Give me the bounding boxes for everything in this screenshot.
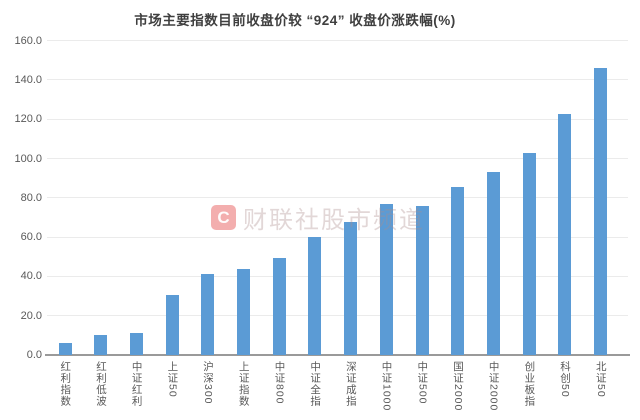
- chart-title: 市场主要指数目前收盘价较 “924” 收盘价涨跌幅(%): [134, 13, 456, 28]
- x-axis-category-label: 国证2000: [451, 361, 464, 412]
- bar: [165, 295, 179, 355]
- gridline: [47, 79, 628, 81]
- gridline: [47, 118, 628, 120]
- bar: [201, 274, 215, 355]
- watermark: C 财联社股市频道: [211, 200, 425, 235]
- bar: [522, 153, 536, 355]
- bar: [344, 222, 358, 355]
- x-axis-category-label: 中证1000: [380, 361, 393, 412]
- y-axis-tick-label: 40.0: [20, 270, 42, 283]
- y-axis-tick-label: 140.0: [14, 73, 42, 86]
- bar: [379, 204, 393, 355]
- x-axis-category-label: 中证全指: [309, 361, 322, 407]
- bar: [237, 269, 250, 355]
- bar: [129, 333, 143, 355]
- y-axis-tick-label: 160.0: [14, 34, 42, 47]
- x-axis-category-label: 沪深300: [202, 361, 215, 405]
- x-axis-category-label: 创业板指: [523, 361, 536, 407]
- watermark-logo-icon: C: [211, 205, 236, 230]
- x-axis-category-label: 上证50: [166, 361, 179, 398]
- bar: [594, 68, 607, 355]
- gridline: [47, 236, 628, 238]
- bar: [308, 236, 322, 355]
- gridline: [47, 315, 628, 317]
- x-axis-category-label: 上证指数: [237, 361, 250, 407]
- x-axis-category-label: 深证成指: [344, 361, 357, 407]
- bar: [486, 172, 500, 355]
- x-axis-category-label: 中证500: [416, 361, 429, 405]
- gridline: [47, 158, 628, 159]
- x-axis-category-label: 红利指数: [59, 361, 72, 407]
- y-axis-tick-label: 100.0: [14, 152, 42, 165]
- watermark-text: 财联社股市频道: [243, 207, 425, 234]
- x-axis-category-label: 北证50: [594, 361, 607, 398]
- gridline: [47, 40, 628, 42]
- x-axis-category-label: 中证800: [273, 361, 286, 405]
- x-axis-line: [45, 354, 630, 356]
- bar: [558, 114, 572, 355]
- y-axis-tick-label: 20.0: [20, 309, 42, 322]
- gridline: [47, 197, 628, 199]
- y-axis-tick-label: 80.0: [20, 191, 42, 204]
- y-axis-tick-label: 0.0: [26, 349, 42, 361]
- bar: [451, 186, 465, 355]
- y-axis-tick-label: 120.0: [14, 113, 42, 126]
- bar: [58, 343, 72, 355]
- x-axis-category-label: 科创50: [559, 361, 572, 398]
- gridline: [47, 275, 628, 277]
- bar: [94, 334, 108, 355]
- bar: [272, 257, 286, 355]
- x-axis-category-label: 红利低波: [94, 361, 107, 407]
- y-axis-tick-label: 60.0: [20, 231, 42, 244]
- x-axis-category-label: 中证红利: [130, 361, 143, 407]
- x-axis-category-label: 中证2000: [487, 361, 500, 412]
- bar: [415, 206, 429, 355]
